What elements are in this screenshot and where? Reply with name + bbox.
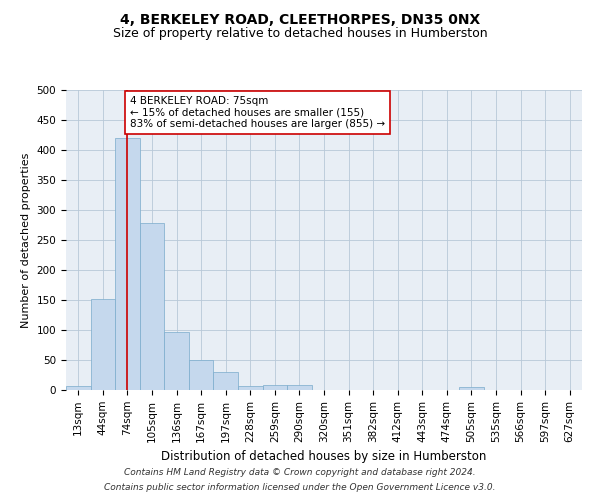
Bar xyxy=(189,360,214,390)
Bar xyxy=(66,386,91,390)
Bar xyxy=(287,385,312,390)
Text: Size of property relative to detached houses in Humberston: Size of property relative to detached ho… xyxy=(113,28,487,40)
Bar xyxy=(238,386,263,390)
Text: 4, BERKELEY ROAD, CLEETHORPES, DN35 0NX: 4, BERKELEY ROAD, CLEETHORPES, DN35 0NX xyxy=(120,12,480,26)
Bar xyxy=(115,138,140,390)
Bar xyxy=(164,332,189,390)
Bar xyxy=(459,387,484,390)
Text: 4 BERKELEY ROAD: 75sqm
← 15% of detached houses are smaller (155)
83% of semi-de: 4 BERKELEY ROAD: 75sqm ← 15% of detached… xyxy=(130,96,385,129)
Text: Contains public sector information licensed under the Open Government Licence v3: Contains public sector information licen… xyxy=(104,483,496,492)
Text: Contains HM Land Registry data © Crown copyright and database right 2024.: Contains HM Land Registry data © Crown c… xyxy=(124,468,476,477)
Y-axis label: Number of detached properties: Number of detached properties xyxy=(21,152,31,328)
Bar xyxy=(263,384,287,390)
Bar xyxy=(140,223,164,390)
X-axis label: Distribution of detached houses by size in Humberston: Distribution of detached houses by size … xyxy=(161,450,487,463)
Bar xyxy=(91,299,115,390)
Bar xyxy=(214,372,238,390)
